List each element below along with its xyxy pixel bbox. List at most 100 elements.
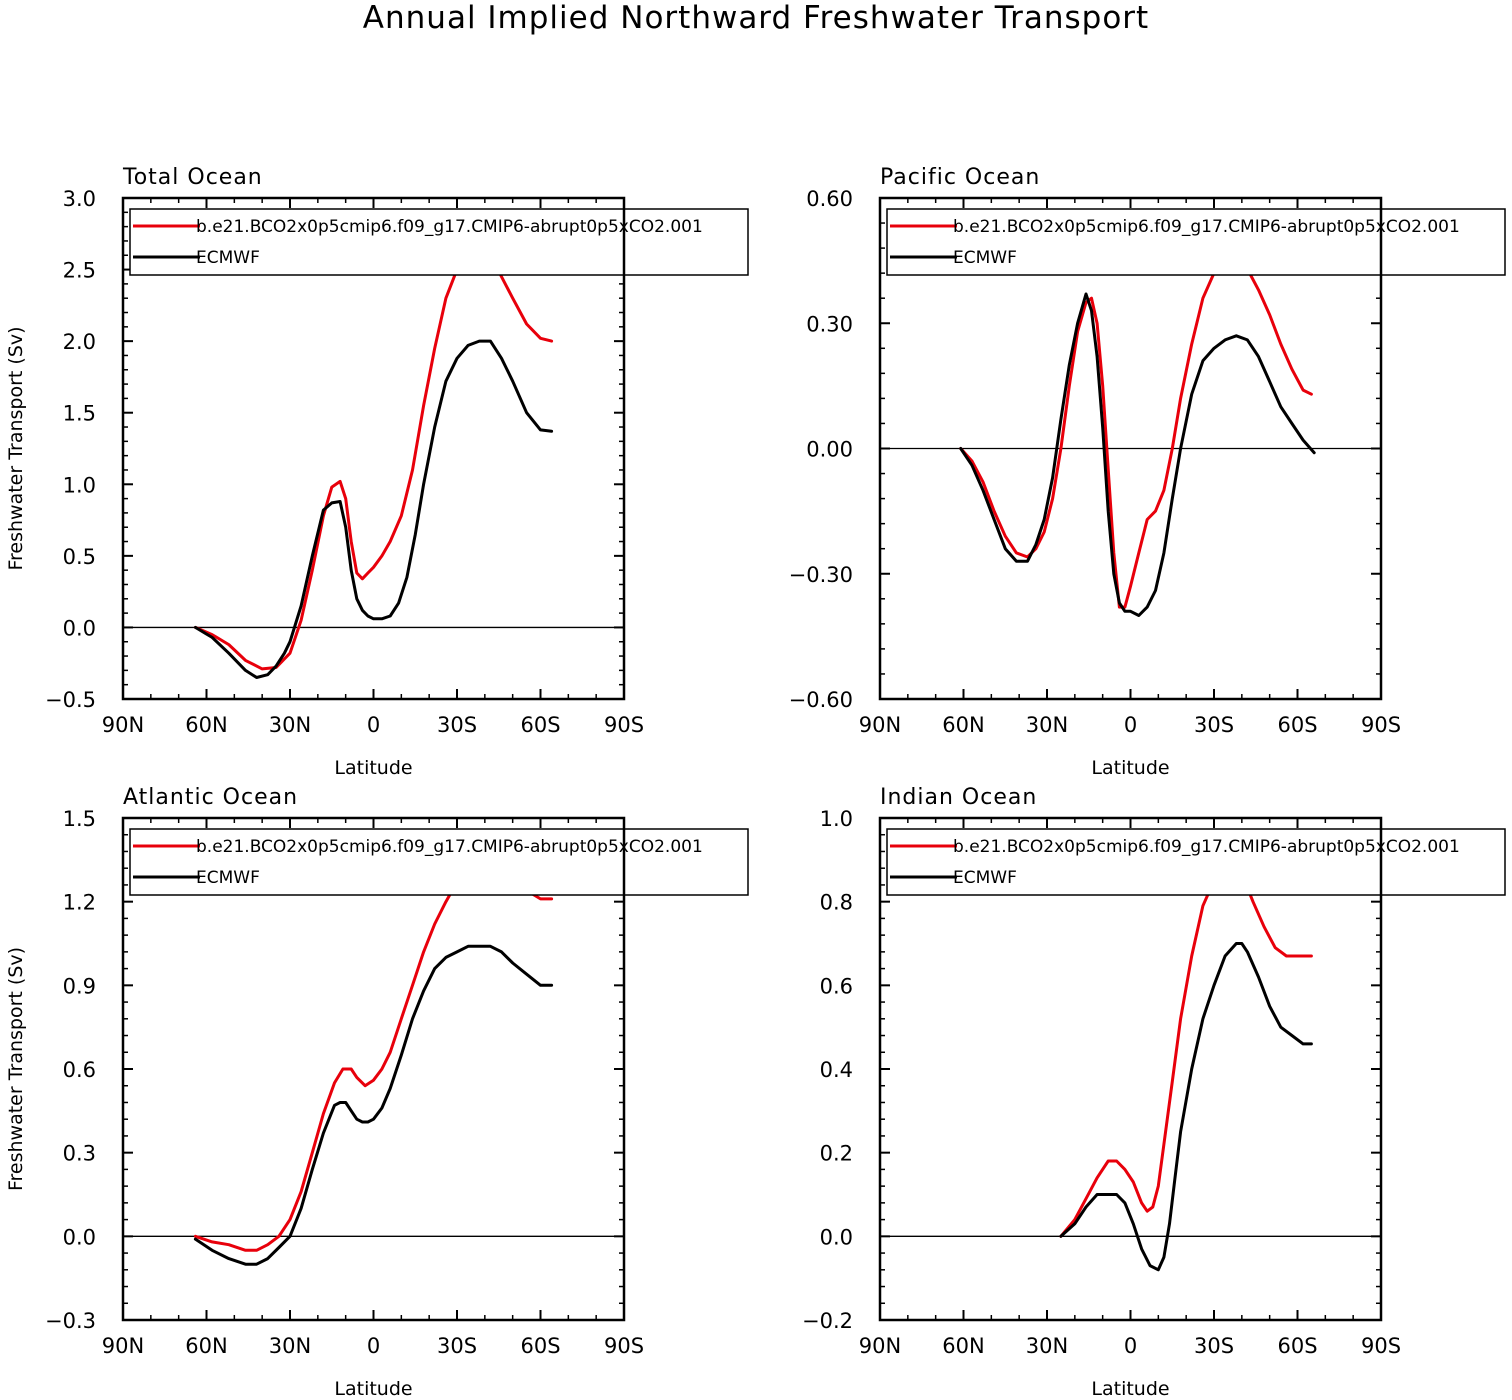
panel-title: Pacific Ocean <box>880 165 1040 190</box>
panel-title: Indian Ocean <box>880 785 1037 810</box>
x-axis-label: Latitude <box>334 757 412 779</box>
y-tick-label: −0.3 <box>45 1309 96 1333</box>
legend-label: b.e21.BCO2x0p5cmip6.f09_g17.CMIP6-abrupt… <box>953 217 1460 237</box>
x-tick-label: 30S <box>1194 713 1234 737</box>
plot-frame <box>878 816 1383 1322</box>
series-line-model <box>193 861 554 1252</box>
y-tick-label: −0.5 <box>45 688 96 712</box>
x-tick-label: 0 <box>367 1334 380 1358</box>
legend: b.e21.BCO2x0p5cmip6.f09_g17.CMIP6-abrupt… <box>886 208 1506 276</box>
legend: b.e21.BCO2x0p5cmip6.f09_g17.CMIP6-abrupt… <box>129 208 749 276</box>
series-line-ecmwf <box>959 292 1316 617</box>
legend-label: ECMWF <box>953 248 1017 268</box>
y-tick-label: 0.6 <box>63 1058 96 1082</box>
y-tick-label: 0.6 <box>820 974 853 998</box>
y-tick-label: 0.2 <box>820 1142 853 1166</box>
chart-panel-2: Pacific Ocean 90N 60N 30N 0 30S 60S 90S −0.60 −0.… <box>789 165 1506 779</box>
legend-label: b.e21.BCO2x0p5cmip6.f09_g17.CMIP6-abrupt… <box>196 837 703 857</box>
y-tick-label: 2.0 <box>63 330 96 354</box>
x-tick-label: 30N <box>269 1334 311 1358</box>
y-tick-label: 3.0 <box>63 187 96 211</box>
x-tick-label: 60S <box>520 1334 560 1358</box>
series-line-ecmwf <box>193 339 554 679</box>
y-tick-label: 1.0 <box>63 473 96 497</box>
y-tick-label: 1.2 <box>63 891 96 915</box>
legend: b.e21.BCO2x0p5cmip6.f09_g17.CMIP6-abrupt… <box>886 828 1506 896</box>
x-tick-label: 90S <box>1361 713 1401 737</box>
panel-title: Atlantic Ocean <box>123 785 298 810</box>
y-tick-label: −0.30 <box>789 563 853 587</box>
legend-label: b.e21.BCO2x0p5cmip6.f09_g17.CMIP6-abrupt… <box>953 837 1460 857</box>
plot-frame <box>121 816 626 1322</box>
legend-label: ECMWF <box>953 868 1017 888</box>
figure-title: Annual Implied Northward Freshwater Tran… <box>362 0 1150 36</box>
y-tick-label: 0.0 <box>63 1225 96 1249</box>
x-tick-label: 90S <box>1361 1334 1401 1358</box>
legend-box <box>886 208 1506 276</box>
x-tick-label: 0 <box>1124 1334 1137 1358</box>
legend-box <box>886 828 1506 896</box>
y-tick-label: −0.60 <box>789 688 853 712</box>
x-axis-label: Latitude <box>1091 1378 1169 1400</box>
y-tick-label: −0.2 <box>802 1309 853 1333</box>
x-tick-label: 30N <box>1026 1334 1068 1358</box>
y-tick-label: 0.5 <box>63 545 96 569</box>
series-line-model <box>1059 868 1313 1238</box>
plot-frame <box>878 196 1383 701</box>
y-tick-label: 1.0 <box>820 807 853 831</box>
x-tick-label: 60S <box>1277 1334 1317 1358</box>
chart-panel-1: Total Ocean 90N 60N 30N 0 30S 60S 90S −0.5 0.0 0.5… <box>5 165 749 779</box>
x-tick-label: 60N <box>185 713 227 737</box>
x-tick-label: 30S <box>437 713 477 737</box>
series-line-ecmwf <box>193 944 554 1266</box>
x-tick-label: 90N <box>102 1334 144 1358</box>
legend-label: b.e21.BCO2x0p5cmip6.f09_g17.CMIP6-abrupt… <box>196 217 703 237</box>
plot-frame <box>121 196 626 701</box>
x-tick-label: 60S <box>1277 713 1317 737</box>
x-tick-label: 60N <box>942 1334 984 1358</box>
y-tick-label: 0.60 <box>806 187 853 211</box>
chart-panel-4: Indian Ocean 90N 60N 30N 0 30S 60S 90S −0.2 0.0 0.… <box>802 785 1506 1400</box>
x-tick-label: 30S <box>1194 1334 1234 1358</box>
x-tick-label: 30S <box>437 1334 477 1358</box>
x-axis-label: Latitude <box>1091 757 1169 779</box>
y-tick-label: 0.9 <box>63 974 96 998</box>
x-tick-label: 30N <box>1026 713 1068 737</box>
x-axis-label: Latitude <box>334 1378 412 1400</box>
series-line-model <box>193 243 554 671</box>
y-tick-label: 0.0 <box>820 1225 853 1249</box>
y-tick-label: 1.5 <box>63 402 96 426</box>
y-tick-label: 0.8 <box>820 891 853 915</box>
x-tick-label: 90N <box>859 1334 901 1358</box>
x-tick-label: 90N <box>102 713 144 737</box>
panel-title: Total Ocean <box>122 165 263 190</box>
x-tick-label: 60N <box>185 1334 227 1358</box>
y-tick-label: 0.30 <box>806 312 853 336</box>
y-axis-label: Freshwater Transport (Sv) <box>5 947 27 1191</box>
x-tick-label: 0 <box>367 713 380 737</box>
x-tick-label: 60S <box>520 713 560 737</box>
series-line-model <box>959 259 1313 609</box>
x-tick-label: 90N <box>859 713 901 737</box>
y-tick-label: 0.00 <box>806 438 853 462</box>
y-axis-label: Freshwater Transport (Sv) <box>5 326 27 570</box>
legend-label: ECMWF <box>196 868 260 888</box>
legend-box <box>129 208 749 276</box>
legend: b.e21.BCO2x0p5cmip6.f09_g17.CMIP6-abrupt… <box>129 828 749 896</box>
x-tick-label: 30N <box>269 713 311 737</box>
legend-box <box>129 828 749 896</box>
y-tick-label: 0.0 <box>63 616 96 640</box>
x-tick-label: 60N <box>942 713 984 737</box>
x-tick-label: 0 <box>1124 713 1137 737</box>
x-tick-label: 90S <box>604 713 644 737</box>
y-tick-label: 0.3 <box>63 1142 96 1166</box>
y-tick-label: 2.5 <box>63 259 96 283</box>
y-tick-label: 1.5 <box>63 807 96 831</box>
y-tick-label: 0.4 <box>820 1058 853 1082</box>
series-line-ecmwf <box>1059 942 1313 1272</box>
legend-label: ECMWF <box>196 248 260 268</box>
x-tick-label: 90S <box>604 1334 644 1358</box>
chart-panel-3: Atlantic Ocean 90N 60N 30N 0 30S 60S 90S −0.3 0.0… <box>5 785 749 1400</box>
